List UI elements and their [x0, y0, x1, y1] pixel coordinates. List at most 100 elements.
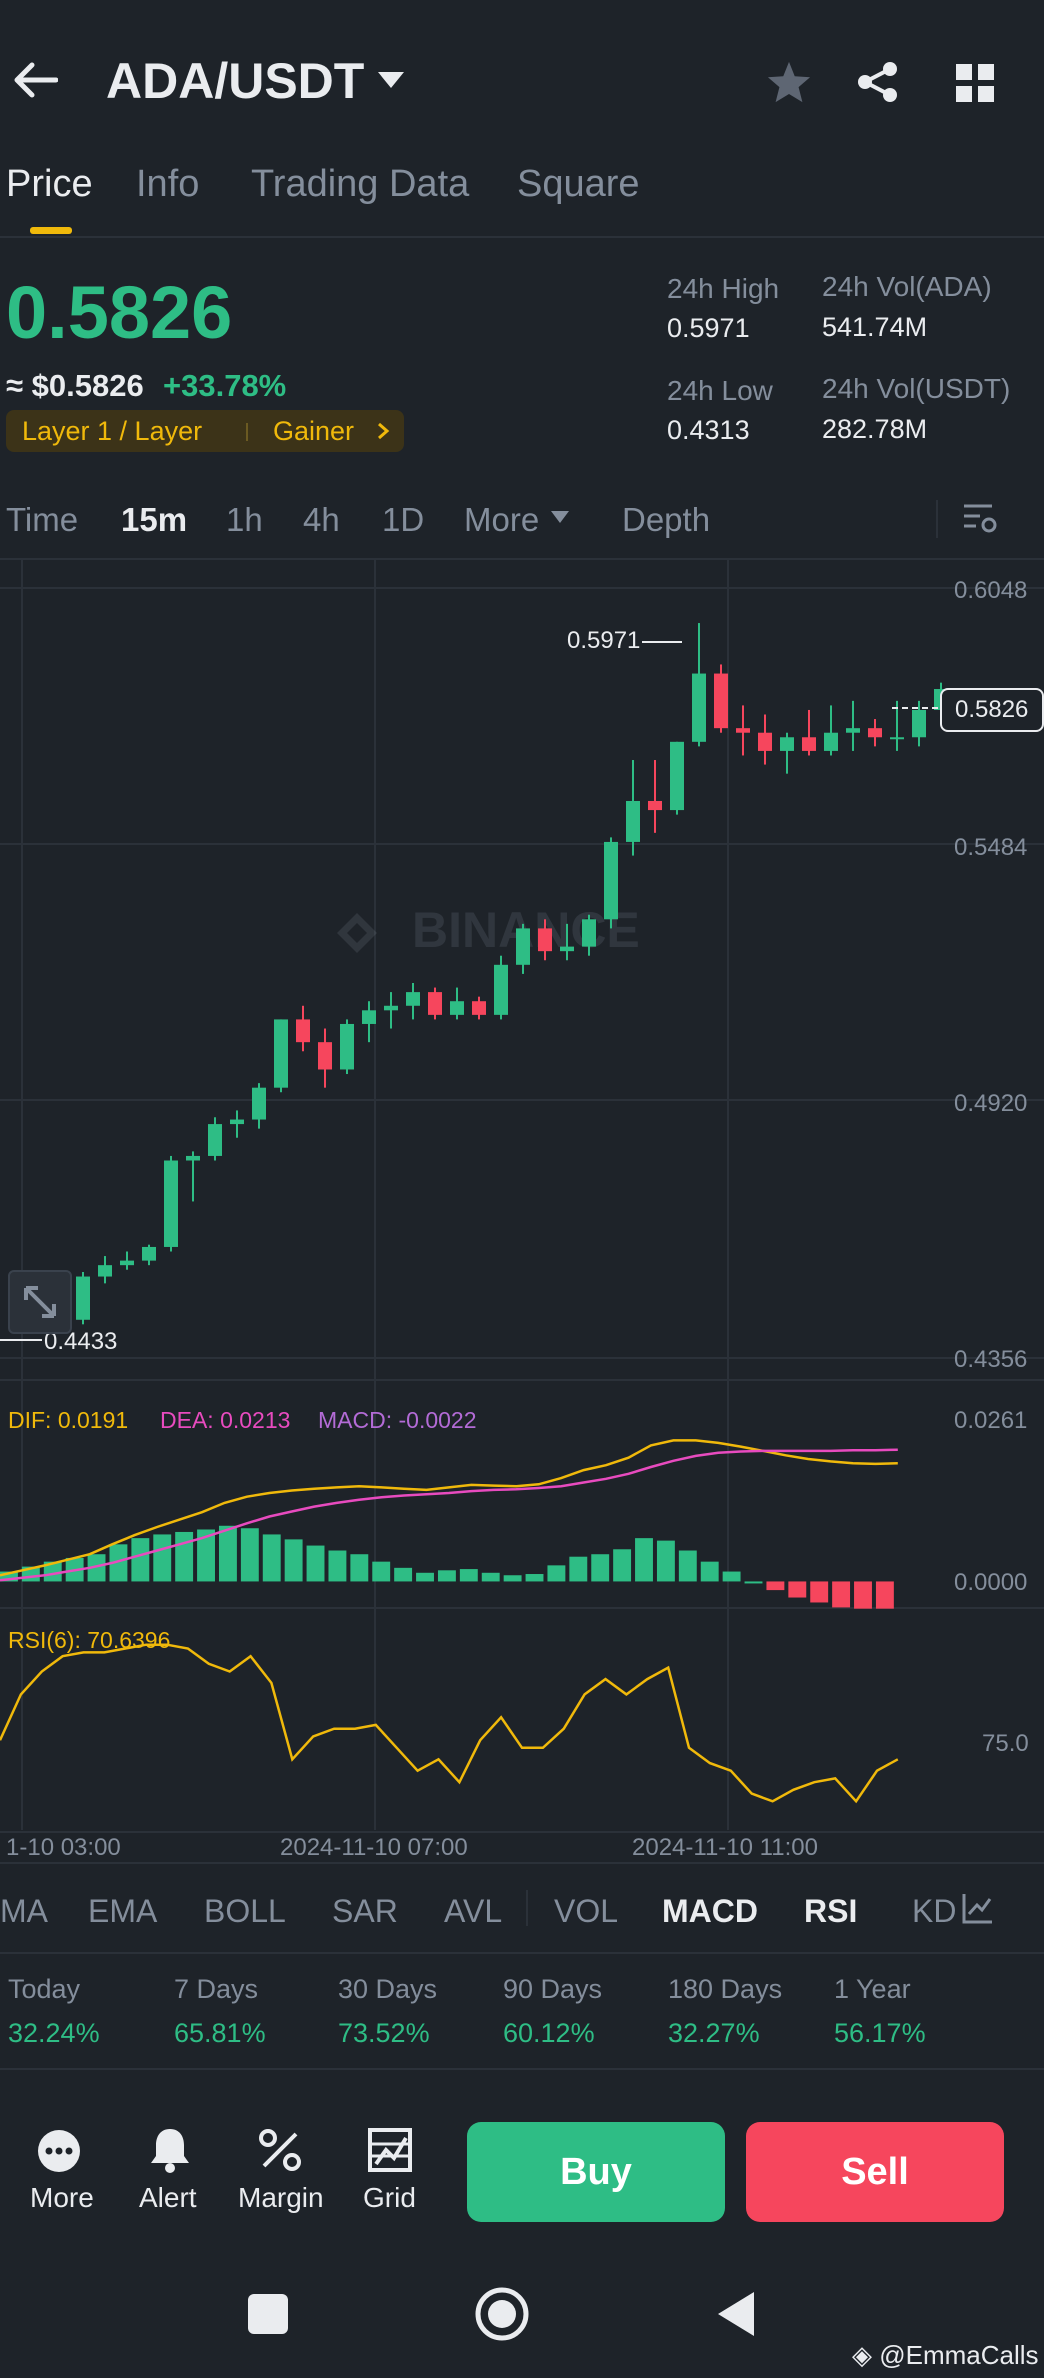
- macd-bar: [394, 1567, 413, 1582]
- macd-bar: [788, 1581, 807, 1598]
- candle-body: [582, 919, 596, 947]
- indicator-settings-icon[interactable]: [960, 1890, 1000, 1930]
- interval-1h[interactable]: 1h: [226, 501, 263, 538]
- tag-badge[interactable]: [6, 410, 404, 452]
- candle-body: [98, 1265, 112, 1277]
- macd-bar: [503, 1575, 522, 1582]
- grid-label[interactable]: Grid: [363, 2182, 416, 2213]
- macd-y-top: 0.0261: [954, 1407, 1028, 1434]
- divider: [0, 558, 1044, 560]
- change-percent: +33.78%: [163, 368, 287, 403]
- tab-price[interactable]: Price: [6, 163, 93, 205]
- buy-button[interactable]: Buy: [467, 2122, 725, 2222]
- perf-value: 32.27%: [668, 2018, 760, 2048]
- macd-bar: [328, 1550, 347, 1582]
- chevron-right-icon[interactable]: [376, 421, 390, 446]
- macd-bar: [284, 1539, 303, 1582]
- macd-bar: [459, 1569, 478, 1582]
- more-label[interactable]: More: [30, 2182, 94, 2213]
- indicator-boll[interactable]: BOLL: [204, 1893, 286, 1929]
- perf-label: 90 Days: [503, 1974, 603, 2004]
- candle-body: [868, 728, 882, 738]
- tag-category[interactable]: Layer 1 / Layer: [22, 416, 203, 446]
- interval-15m[interactable]: 15m: [121, 501, 188, 538]
- macd-bar: [766, 1581, 785, 1591]
- indicator-ema[interactable]: EMA: [88, 1893, 158, 1929]
- divider: [0, 1862, 1044, 1864]
- x-label: 2024-11-10 11:00: [632, 1834, 818, 1861]
- candle-body: [670, 741, 684, 811]
- perf-value: 56.17%: [834, 2018, 926, 2048]
- macd-bar: [153, 1534, 172, 1582]
- chart-settings-icon[interactable]: [962, 500, 998, 541]
- home-nav-icon[interactable]: [474, 2286, 530, 2347]
- pair-title[interactable]: ADA/USDT: [106, 53, 365, 109]
- candle-body: [472, 1001, 486, 1015]
- macd-bar: [722, 1571, 741, 1582]
- vol-quote-label: 24h Vol(USDT): [822, 373, 1011, 404]
- indicator-ma[interactable]: MA: [0, 1893, 48, 1929]
- candle-body: [384, 1005, 398, 1011]
- candle-body: [538, 928, 552, 952]
- interval-4h[interactable]: 4h: [303, 501, 340, 538]
- y-label: 0.4356: [954, 1346, 1028, 1373]
- interval-time[interactable]: Time: [6, 501, 79, 538]
- fullscreen-icon[interactable]: [8, 1270, 72, 1334]
- macd-bar: [525, 1574, 544, 1582]
- indicator-rsi[interactable]: RSI: [804, 1893, 858, 1929]
- high-value: 0.5971: [667, 313, 750, 343]
- grid-apps-icon[interactable]: [956, 64, 994, 107]
- more-dropdown-icon[interactable]: [550, 510, 570, 529]
- candle-body: [736, 728, 750, 733]
- macd-bar: [613, 1549, 632, 1582]
- pair-dropdown-icon[interactable]: [376, 70, 406, 95]
- back-nav-icon[interactable]: [714, 2290, 758, 2343]
- candle-body: [208, 1124, 222, 1156]
- candle-body: [318, 1042, 332, 1070]
- interval-depth[interactable]: Depth: [622, 501, 711, 538]
- candle-body: [802, 737, 816, 751]
- recents-nav-icon[interactable]: [248, 2294, 288, 2334]
- tab-trading-data[interactable]: Trading Data: [251, 163, 470, 205]
- interval-more[interactable]: More: [464, 501, 540, 538]
- tab-square[interactable]: Square: [517, 163, 640, 205]
- interval-1d[interactable]: 1D: [382, 501, 425, 538]
- price-chart[interactable]: BINANCE: [0, 560, 1044, 1835]
- indicator-vol[interactable]: VOL: [554, 1893, 619, 1929]
- alert-label[interactable]: Alert: [139, 2182, 197, 2213]
- back-arrow-icon[interactable]: [12, 60, 59, 100]
- vol-base-value: 541.74M: [822, 312, 928, 342]
- macd-bar: [131, 1538, 150, 1582]
- binance-logo-icon: ◈: [852, 2340, 872, 2370]
- alert-bell-icon[interactable]: [148, 2126, 192, 2179]
- candles: [54, 623, 948, 1329]
- y-label: 0.5484: [954, 834, 1028, 861]
- sell-button[interactable]: Sell: [746, 2122, 1004, 2222]
- grid-trading-icon[interactable]: [368, 2128, 412, 2177]
- candle-body: [230, 1119, 244, 1125]
- macd-bar: [875, 1581, 894, 1609]
- tab-info[interactable]: Info: [136, 163, 200, 205]
- star-icon[interactable]: [766, 60, 812, 109]
- macd-bar: [0, 1571, 18, 1582]
- share-icon[interactable]: [856, 60, 900, 109]
- indicator-macd[interactable]: MACD: [662, 1893, 758, 1929]
- last-price: 0.5826: [6, 271, 233, 354]
- candle-body: [648, 800, 662, 811]
- macd-bar: [306, 1545, 325, 1582]
- divider: [0, 2068, 1044, 2070]
- indicator-sar[interactable]: SAR: [332, 1893, 398, 1929]
- indicator-kd[interactable]: KD: [912, 1893, 957, 1929]
- tag-rank[interactable]: Gainer: [273, 416, 355, 446]
- candle-body: [164, 1160, 178, 1247]
- more-icon[interactable]: [36, 2128, 82, 2179]
- margin-label[interactable]: Margin: [238, 2182, 324, 2213]
- perf-label: 30 Days: [338, 1974, 438, 2004]
- macd-bar: [218, 1525, 237, 1582]
- candle-body: [824, 732, 838, 751]
- macd-bar: [262, 1534, 281, 1582]
- indicator-avl[interactable]: AVL: [444, 1893, 503, 1929]
- margin-icon[interactable]: [258, 2128, 302, 2177]
- candle-body: [758, 732, 772, 751]
- perf-label: 7 Days: [174, 1974, 259, 2004]
